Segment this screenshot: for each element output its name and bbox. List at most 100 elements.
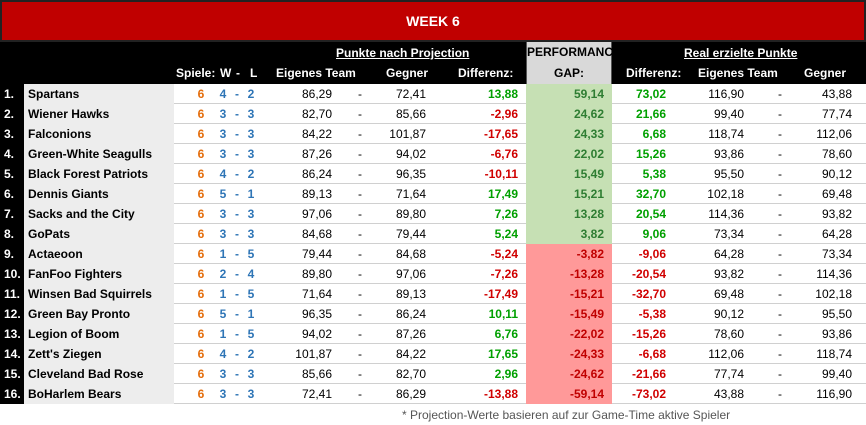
team-name: BoHarlem Bears <box>24 384 174 404</box>
games-played: 6 <box>186 224 216 244</box>
proj-opp-score: 84,68 <box>372 244 426 264</box>
real-separator: - <box>770 284 790 304</box>
performance-gap: 24,33 <box>526 124 612 144</box>
proj-opp-score: 97,06 <box>372 264 426 284</box>
proj-opp-score: 82,70 <box>372 364 426 384</box>
proj-own-score: 84,68 <box>270 224 332 244</box>
real-separator: - <box>770 144 790 164</box>
proj-separator: - <box>350 144 370 164</box>
rank-cell: 11. <box>0 284 24 304</box>
proj-opp-score: 86,24 <box>372 304 426 324</box>
real-separator: - <box>770 184 790 204</box>
table-row: 6. Dennis Giants 6 5-1 89,13-71,64 17,49 15,21… <box>0 184 866 204</box>
real-own-score: 93,82 <box>680 264 744 284</box>
rank-cell: 9. <box>0 244 24 264</box>
losses: 2 <box>244 164 258 184</box>
real-opp-score: 95,50 <box>790 304 852 324</box>
performance-gap: -24,62 <box>526 364 612 384</box>
table-row: 15. Cleveland Bad Rose 6 3-3 85,66-82,70 2,96… <box>0 364 866 384</box>
wins: 3 <box>216 384 230 404</box>
real-diff: 20,54 <box>612 204 666 224</box>
real-separator: - <box>770 244 790 264</box>
rank-cell: 10. <box>0 264 24 284</box>
games-played: 6 <box>186 324 216 344</box>
proj-separator: - <box>350 244 370 264</box>
proj-opp-score: 79,44 <box>372 224 426 244</box>
projection-header: Punkte nach Projection Spiele: W - L Eig… <box>0 42 526 84</box>
real-own-score: 118,74 <box>680 124 744 144</box>
real-own-score: 73,34 <box>680 224 744 244</box>
real-separator: - <box>770 364 790 384</box>
proj-opp-score: 87,26 <box>372 324 426 344</box>
team-name: Wiener Hawks <box>24 104 174 124</box>
wins: 3 <box>216 124 230 144</box>
proj-opp-score: 89,80 <box>372 204 426 224</box>
proj-own-header: Eigenes Team <box>276 66 356 80</box>
proj-opp-score: 89,13 <box>372 284 426 304</box>
real-opp-score: 114,36 <box>790 264 852 284</box>
team-name: Black Forest Patriots <box>24 164 174 184</box>
record-dash: - <box>230 104 244 124</box>
record-dash: - <box>230 304 244 324</box>
real-diff: -20,54 <box>612 264 666 284</box>
proj-own-score: 89,13 <box>270 184 332 204</box>
performance-gap: 15,21 <box>526 184 612 204</box>
performance-gap: -15,21 <box>526 284 612 304</box>
losses: 1 <box>244 304 258 324</box>
proj-diff: 17,49 <box>440 184 518 204</box>
team-name: GoPats <box>24 224 174 244</box>
real-opp-score: 112,06 <box>790 124 852 144</box>
proj-diff: -13,88 <box>440 384 518 404</box>
games-played: 6 <box>186 144 216 164</box>
losses: 3 <box>244 124 258 144</box>
proj-diff-header: Differenz: <box>458 66 513 80</box>
real-diff: 73,02 <box>612 84 666 104</box>
record-dash: - <box>230 124 244 144</box>
real-diff: 9,06 <box>612 224 666 244</box>
real-own-score: 90,12 <box>680 304 744 324</box>
losses: 3 <box>244 144 258 164</box>
proj-diff: 6,76 <box>440 324 518 344</box>
real-opp-score: 102,18 <box>790 284 852 304</box>
games-played: 6 <box>186 244 216 264</box>
team-name: Legion of Boom <box>24 324 174 344</box>
real-separator: - <box>770 224 790 244</box>
table-row: 7. Sacks and the City 6 3-3 97,06-89,80 7,26 1… <box>0 204 866 224</box>
real-own-score: 102,18 <box>680 184 744 204</box>
proj-opp-score: 85,66 <box>372 104 426 124</box>
real-diff: -21,66 <box>612 364 666 384</box>
table-row: 3. Falconions 6 3-3 84,22-101,87 -17,65 24,33 6… <box>0 124 866 144</box>
real-separator: - <box>770 264 790 284</box>
table-row: 10. FanFoo Fighters 6 2-4 89,80-97,06 -7,26 -1… <box>0 264 866 284</box>
proj-opp-score: 96,35 <box>372 164 426 184</box>
real-opp-score: 64,28 <box>790 224 852 244</box>
rank-cell: 5. <box>0 164 24 184</box>
losses: 2 <box>244 84 258 104</box>
rank-cell: 4. <box>0 144 24 164</box>
proj-diff: 10,11 <box>440 304 518 324</box>
games-played: 6 <box>186 304 216 324</box>
losses: 3 <box>244 384 258 404</box>
real-opp-score: 118,74 <box>790 344 852 364</box>
performance-gap: 3,82 <box>526 224 612 244</box>
real-opp-score: 73,34 <box>790 244 852 264</box>
wins: 3 <box>216 104 230 124</box>
proj-separator: - <box>350 344 370 364</box>
proj-opp-score: 84,22 <box>372 344 426 364</box>
performance-gap: -13,28 <box>526 264 612 284</box>
record-dash: - <box>230 324 244 344</box>
team-name: Cleveland Bad Rose <box>24 364 174 384</box>
proj-separator: - <box>350 384 370 404</box>
dash-header: - <box>236 66 240 80</box>
rank-cell: 1. <box>0 84 24 104</box>
rank-cell: 8. <box>0 224 24 244</box>
performance-gap: 22,02 <box>526 144 612 164</box>
rank-cell: 6. <box>0 184 24 204</box>
proj-opp-score: 86,29 <box>372 384 426 404</box>
proj-diff: -10,11 <box>440 164 518 184</box>
real-own-score: 114,36 <box>680 204 744 224</box>
proj-own-score: 71,64 <box>270 284 332 304</box>
team-name: FanFoo Fighters <box>24 264 174 284</box>
real-separator: - <box>770 324 790 344</box>
proj-opp-header: Gegner <box>386 66 428 80</box>
